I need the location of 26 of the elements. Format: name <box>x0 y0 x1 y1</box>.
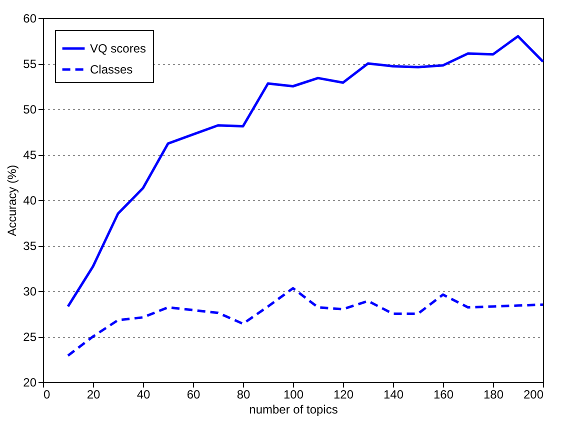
y-tick-label: 60 <box>23 12 37 26</box>
line-series <box>66 34 544 308</box>
x-tick-label: 20 <box>86 388 100 402</box>
y-tick-label: 20 <box>23 376 37 390</box>
y-tick-label: 40 <box>23 194 37 208</box>
y-tick-label: 45 <box>23 148 37 162</box>
line-series <box>66 287 544 357</box>
x-tick-label: 40 <box>136 388 150 402</box>
y-tick-label: 55 <box>23 57 37 71</box>
x-tick-label: 120 <box>333 388 354 402</box>
x-tick-label: 180 <box>483 388 504 402</box>
x-tick-label: 80 <box>236 388 250 402</box>
y-tick-label: 30 <box>23 284 37 298</box>
x-tick-label: 160 <box>433 388 454 402</box>
y-tick-label: 50 <box>23 102 37 116</box>
legend-label: VQ scores <box>90 42 146 56</box>
y-tick-label: 35 <box>23 239 37 253</box>
y-tick-label: 25 <box>23 330 37 344</box>
x-tick-label: 100 <box>283 388 304 402</box>
x-tick-label: 60 <box>186 388 200 402</box>
x-tick-label: 0 <box>44 388 50 402</box>
x-tick-label: 140 <box>383 388 404 402</box>
legend-label: Classes <box>90 62 133 76</box>
y-axis-title: Accuracy (%) <box>5 164 20 236</box>
x-axis-title: number of topics <box>249 402 338 416</box>
x-tick-label: 200 <box>523 388 544 402</box>
